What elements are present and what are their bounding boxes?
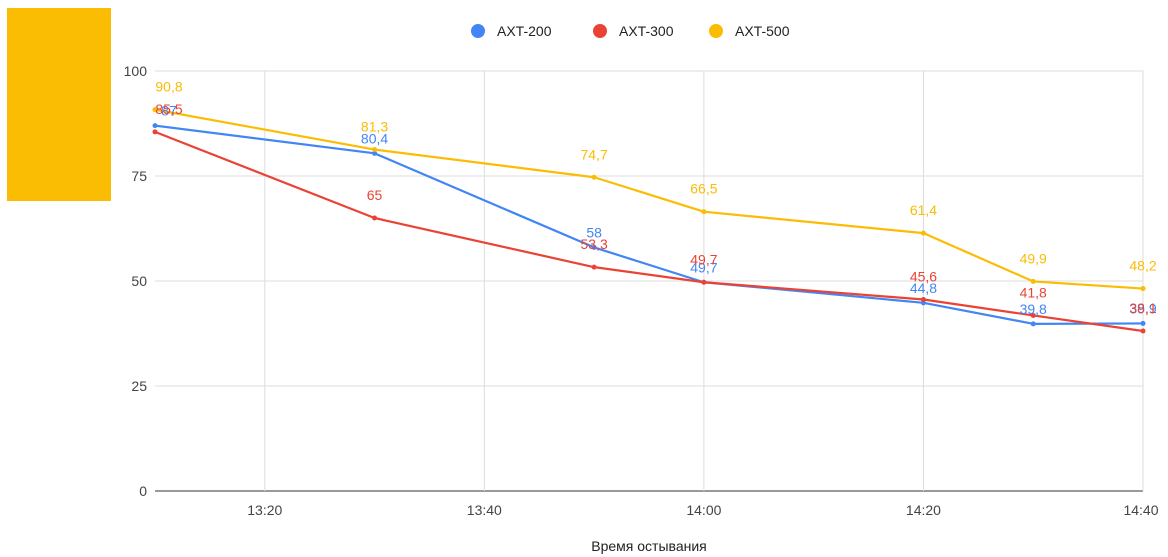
data-label: 74,7 xyxy=(580,146,607,162)
data-point xyxy=(152,123,158,129)
data-label: 65 xyxy=(367,187,383,203)
data-label: 58 xyxy=(586,224,602,240)
legend-label: AXT-200 xyxy=(497,23,552,39)
data-point xyxy=(591,244,597,250)
data-point xyxy=(591,174,597,180)
data-label: 85,5 xyxy=(155,101,182,117)
data-label: 90,8 xyxy=(155,79,182,95)
y-tick-label: 0 xyxy=(139,483,147,499)
data-point xyxy=(701,279,707,285)
x-tick-label: 14:20 xyxy=(906,502,941,518)
data-label: 87 xyxy=(161,103,177,119)
data-label: 45,6 xyxy=(910,268,937,284)
y-tick-label: 50 xyxy=(131,273,147,289)
data-point xyxy=(1140,286,1146,292)
x-tick-label: 14:00 xyxy=(686,502,721,518)
data-labels: 87 80,4 58 49,7 44,8 39,8 39,9 85,5 65 53,3 49,7 45… xyxy=(155,79,1156,317)
legend-marker xyxy=(471,24,485,38)
data-label: 49,9 xyxy=(1020,250,1047,266)
data-label: 44,8 xyxy=(910,280,937,296)
data-label: 39,8 xyxy=(1020,301,1047,317)
legend-marker xyxy=(709,24,723,38)
y-tick-label: 75 xyxy=(131,168,147,184)
x-axis-title: Время остывания xyxy=(591,538,706,554)
x-tick-label: 13:40 xyxy=(467,502,502,518)
y-tick-label: 25 xyxy=(131,378,147,394)
data-label: 38,1 xyxy=(1129,300,1156,316)
corner-decoration-block xyxy=(7,8,111,201)
legend-label: AXT-300 xyxy=(619,23,674,39)
data-label: 80,4 xyxy=(361,130,388,146)
data-point xyxy=(591,264,597,270)
series-line-axt-300 xyxy=(154,130,1144,333)
legend: AXT-200 AXT-300 AXT-500 xyxy=(471,23,790,39)
y-tick-label: 100 xyxy=(124,63,148,79)
data-point xyxy=(920,230,926,236)
data-label: 81,3 xyxy=(361,119,388,135)
data-point xyxy=(152,129,158,135)
data-point xyxy=(1030,312,1036,318)
data-point xyxy=(152,107,158,113)
data-label: 49,7 xyxy=(690,251,717,267)
data-point xyxy=(920,296,926,302)
gridlines xyxy=(155,70,1144,492)
x-tick-label: 13:20 xyxy=(247,502,282,518)
series-line-axt-500 xyxy=(154,108,1144,290)
x-tick-label: 14:40 xyxy=(1123,502,1158,518)
data-point xyxy=(372,147,378,153)
data-label: 53,3 xyxy=(580,236,607,252)
data-label: 49,7 xyxy=(690,259,717,275)
data-point xyxy=(1030,278,1036,284)
series-line-axt-200 xyxy=(154,124,1144,325)
series-lines xyxy=(152,107,1146,334)
data-label: 61,4 xyxy=(910,202,937,218)
legend-marker xyxy=(593,24,607,38)
y-axis-ticks: 0 25 50 75 100 xyxy=(124,63,148,499)
data-label: 41,8 xyxy=(1020,284,1047,300)
data-point xyxy=(701,209,707,215)
data-label: 48,2 xyxy=(1129,258,1156,274)
data-label: 39,9 xyxy=(1129,300,1156,316)
data-point xyxy=(372,215,378,221)
legend-label: AXT-500 xyxy=(735,23,790,39)
data-label: 66,5 xyxy=(690,181,717,197)
data-point xyxy=(1030,321,1036,327)
data-point xyxy=(1140,328,1146,334)
x-axis-ticks: 13:20 13:40 14:00 14:20 14:40 xyxy=(247,502,1158,518)
data-point xyxy=(1140,320,1146,326)
data-point xyxy=(372,150,378,156)
